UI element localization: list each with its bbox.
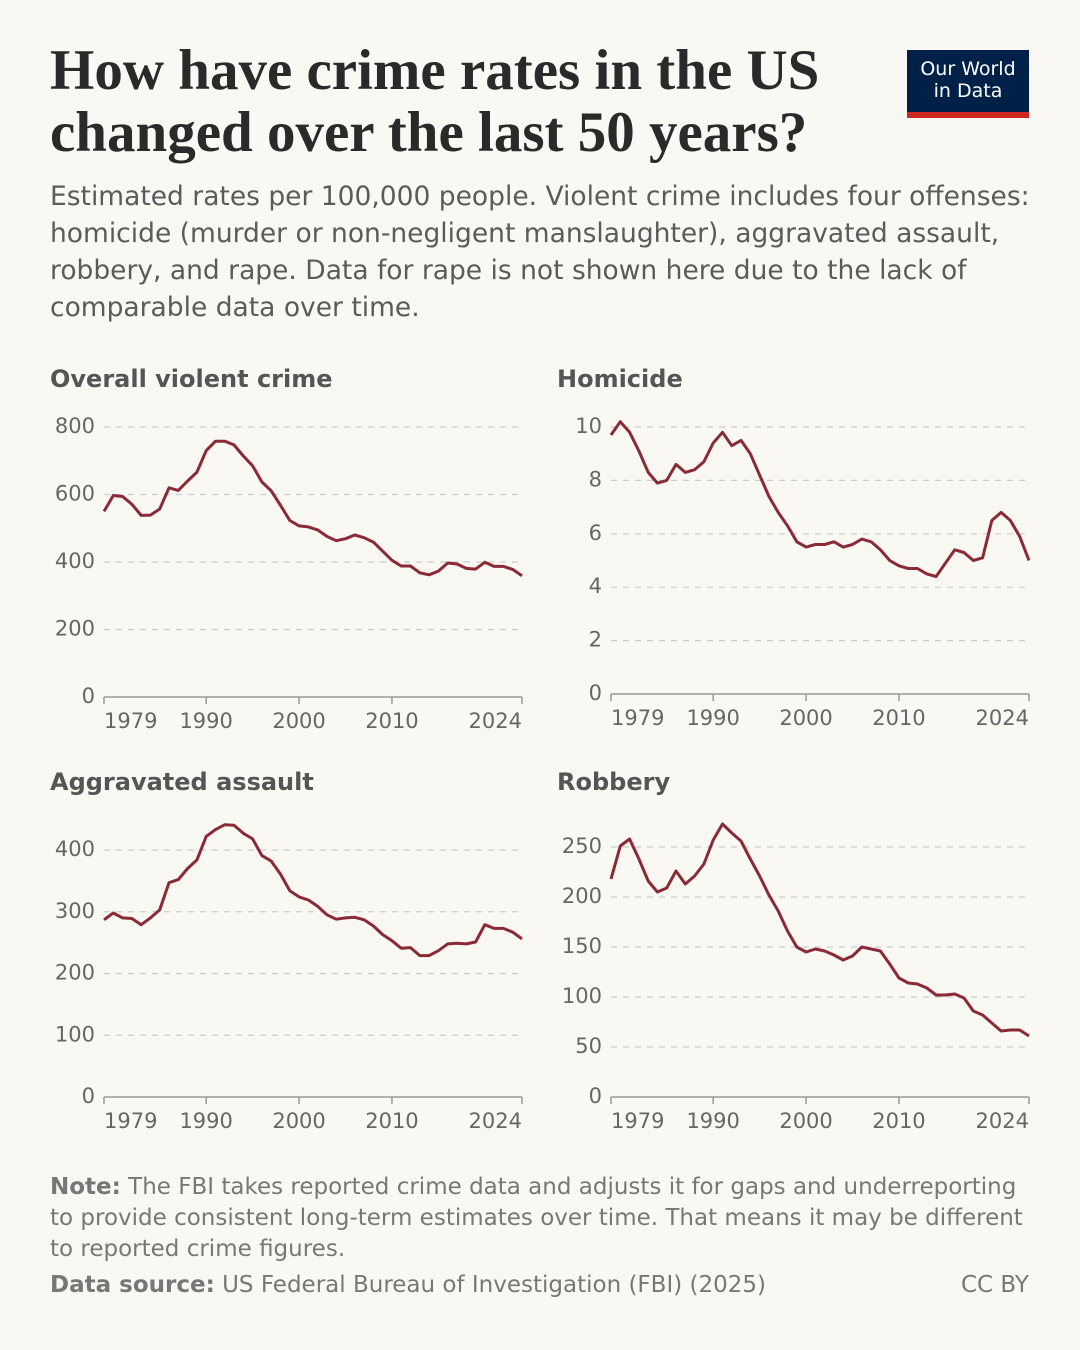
x-tick-label: 2000 [779,706,832,730]
y-tick-label: 800 [55,414,95,438]
line [609,822,1030,1038]
y-tick-label: 0 [82,684,95,708]
line [609,420,1031,578]
title: How have crime rates in the US changed o… [50,39,820,164]
y-tick-label: 200 [562,884,602,908]
logo-line: in Data [933,80,1003,102]
y-tick-label: 10 [575,414,602,438]
y-tick-label: 0 [589,1084,602,1108]
y-tick-label: 6 [589,521,602,545]
logo-line: Our World [920,58,1016,80]
x-tick-label: 1979 [611,1109,664,1133]
y-tick-label: 400 [55,837,95,861]
x-tick-label: 2024 [469,709,522,733]
x-tick-label: 1979 [611,706,664,730]
y-tick-label: 0 [82,1084,95,1108]
line [102,439,523,578]
x-tick-label: 1990 [179,709,232,733]
y-tick-label: 200 [55,617,95,641]
x-tick-label: 2024 [976,1109,1029,1133]
x-tick-label: 1979 [104,1109,157,1133]
y-tick-label: 100 [55,1022,95,1046]
y-tick-label: 100 [562,984,602,1008]
x-tick-label: 2010 [872,706,925,730]
x-tick-label: 1990 [686,706,739,730]
y-tick-label: 8 [589,467,602,491]
logo[interactable]: Our World in Data [907,50,1029,118]
x-tick-label: 2000 [272,1109,325,1133]
y-tick-label: 400 [55,549,95,573]
y-tick-label: 0 [589,681,602,705]
y-tick-label: 600 [55,482,95,506]
y-tick-label: 2 [589,628,602,652]
x-tick-label: 2010 [365,709,418,733]
note-label: Note: [50,1174,121,1200]
x-tick-label: 2010 [872,1109,925,1133]
panel-title: Aggravated assault [50,768,314,796]
x-tick-label: 2000 [272,709,325,733]
x-tick-label: 2000 [779,1109,832,1133]
x-tick-label: 2010 [365,1109,418,1133]
x-tick-label: 2024 [976,706,1029,730]
y-tick-label: 150 [562,934,602,958]
y-tick-label: 250 [562,834,602,858]
panel-title: Robbery [557,768,670,796]
y-tick-label: 50 [575,1034,602,1058]
panel-title: Overall violent crime [50,365,333,393]
note-text: The FBI takes reported crime data and ad… [50,1174,1023,1262]
x-tick-label: 1990 [686,1109,739,1133]
note: Note: The FBI takes reported crime data … [50,1172,1040,1265]
source: Data source: US Federal Bureau of Invest… [50,1272,766,1298]
line [103,823,523,958]
x-tick-label: 2024 [469,1109,522,1133]
x-tick-label: 1990 [179,1109,232,1133]
source-text: US Federal Bureau of Investigation (FBI)… [222,1272,766,1298]
y-tick-label: 200 [55,961,95,985]
y-tick-label: 4 [589,574,602,598]
subtitle: Estimated rates per 100,000 people. Viol… [50,181,1030,323]
license[interactable]: CC BY [960,1272,1029,1298]
x-tick-label: 1979 [104,709,157,733]
panel-title: Homicide [557,365,683,393]
source-label: Data source: [50,1272,215,1298]
y-tick-label: 300 [55,899,95,923]
